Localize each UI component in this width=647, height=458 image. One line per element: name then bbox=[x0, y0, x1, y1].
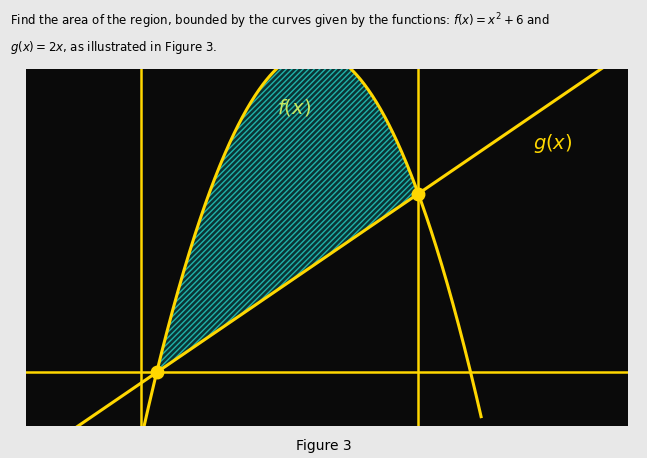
Text: $g(x) = 2x$, as illustrated in Figure 3.: $g(x) = 2x$, as illustrated in Figure 3. bbox=[10, 39, 217, 56]
Text: Figure 3: Figure 3 bbox=[296, 439, 351, 453]
Text: $g\left(x\right)$: $g\left(x\right)$ bbox=[533, 132, 573, 155]
Text: Find the area of the region, bounded by the curves given by the functions: $f(x): Find the area of the region, bounded by … bbox=[10, 11, 549, 31]
Text: $f\left(x\right)$: $f\left(x\right)$ bbox=[277, 97, 311, 118]
